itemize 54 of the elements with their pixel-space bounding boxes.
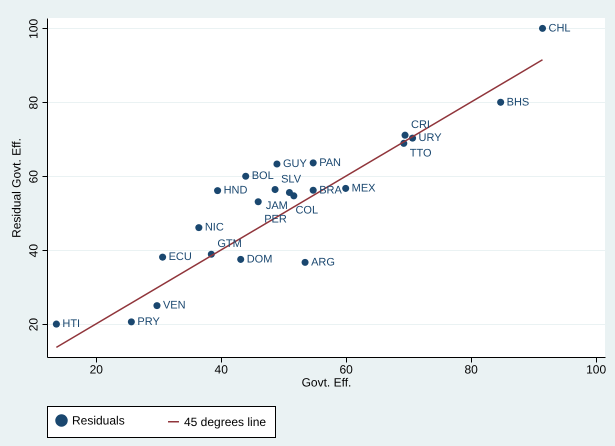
annotation: BRA: [319, 184, 342, 196]
x-axis-title: Govt. Eff.: [302, 376, 352, 390]
annotation: HTI: [62, 318, 80, 330]
x-tick-label: 40: [214, 362, 228, 376]
y-tick-label: 40: [26, 244, 40, 258]
annotation: PAN: [319, 156, 342, 169]
annotation: JAM: [266, 200, 288, 212]
y-tick-label: 20: [26, 318, 40, 332]
x-tick-label: 100: [586, 362, 606, 376]
point: [242, 172, 250, 180]
legend-label: 45 degrees line: [184, 414, 266, 429]
point: [497, 98, 504, 106]
point: [52, 320, 60, 328]
annotation: MEX: [352, 182, 376, 194]
point: [159, 254, 166, 261]
y-axis-title: Residual Govt. Eff.: [10, 138, 24, 238]
y-tick-label: 100: [26, 18, 40, 39]
point: [310, 186, 317, 194]
point: [195, 224, 202, 232]
point: [153, 302, 161, 310]
point: [254, 198, 262, 206]
point: [272, 186, 279, 194]
legend-label: Residuals: [72, 414, 125, 428]
point: [342, 184, 350, 192]
point: [128, 318, 135, 326]
annotation: NIC: [204, 222, 224, 234]
annotation: CHL: [548, 22, 571, 34]
annotation: VEN: [162, 300, 186, 312]
annotation: PRY: [137, 316, 160, 328]
annotation: URY: [418, 132, 442, 144]
point: [310, 159, 317, 166]
annotation: ARG: [311, 256, 335, 268]
point: [273, 160, 280, 168]
x-tick-label: 80: [464, 362, 478, 376]
annotation: ECU: [168, 251, 192, 264]
annotation: HND: [224, 184, 248, 197]
annotation: CRI: [411, 119, 430, 132]
x-tick-label: 60: [340, 362, 354, 376]
annotation: SLV: [281, 174, 302, 186]
point: [290, 192, 298, 200]
point: [302, 258, 309, 266]
annotation: TTO: [410, 147, 432, 160]
y-tick-label: 60: [26, 170, 40, 184]
point: [402, 132, 409, 139]
annotation: BOL: [252, 170, 274, 182]
annotation: BHS: [506, 96, 530, 108]
point: [214, 187, 222, 194]
annotation: COL: [295, 204, 318, 216]
y-tick-label: 80: [26, 96, 40, 110]
x-tick-label: 20: [90, 362, 104, 376]
annotation: GUY: [282, 158, 308, 170]
point: [237, 256, 244, 263]
annotation: DOM: [246, 253, 272, 266]
point: [538, 24, 546, 32]
